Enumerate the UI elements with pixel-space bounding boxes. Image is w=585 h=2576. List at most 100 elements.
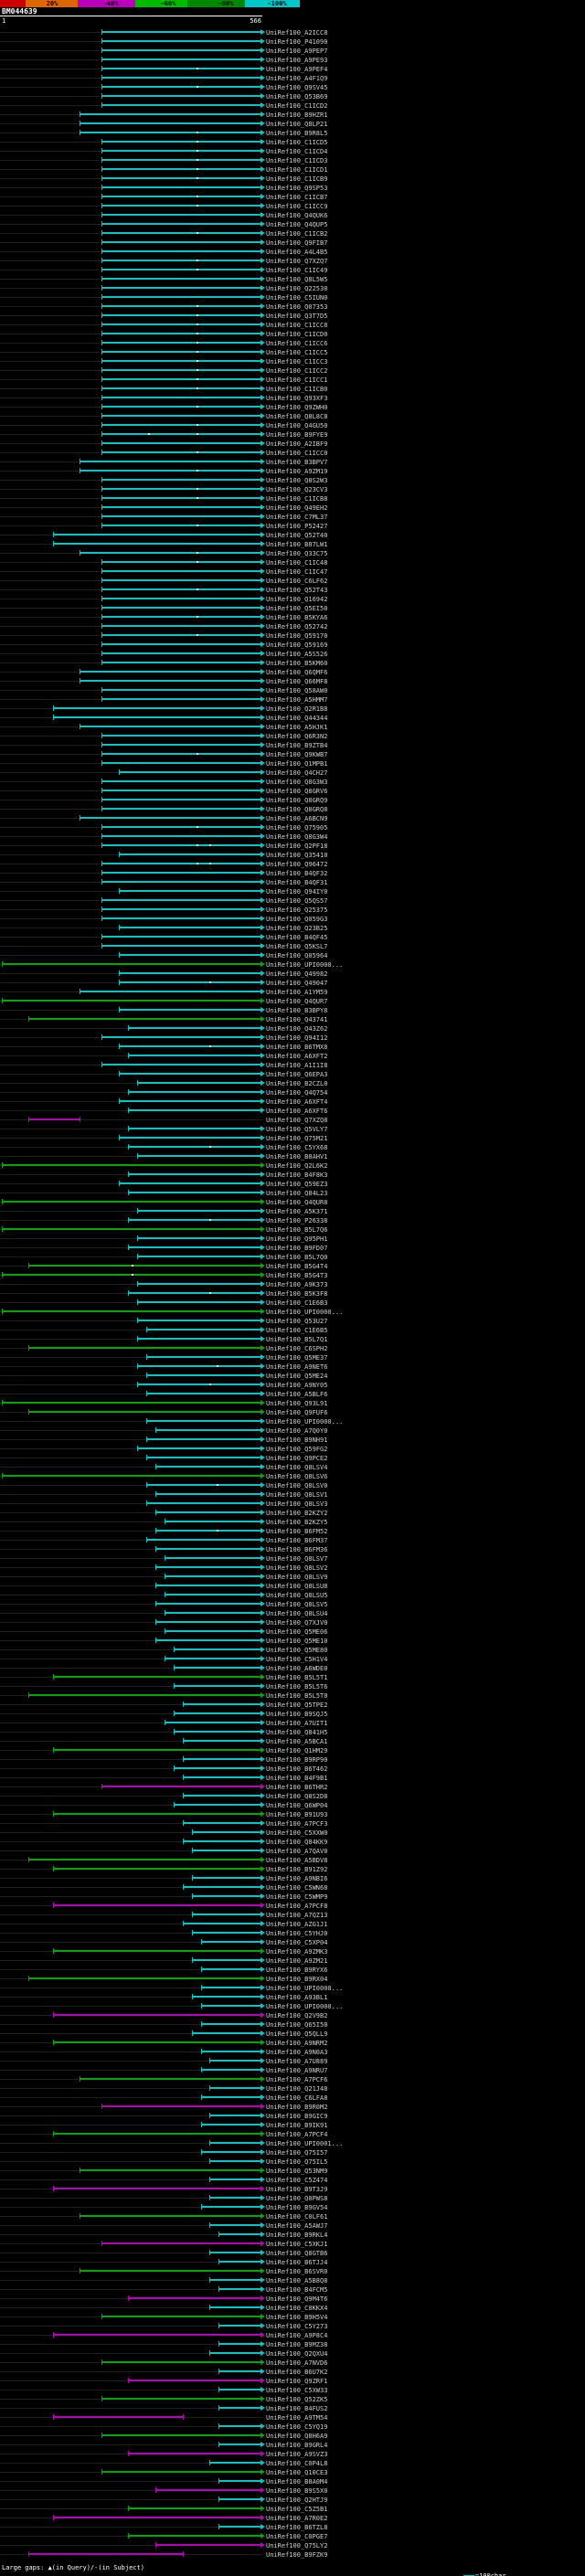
hit-bar[interactable]	[146, 1484, 261, 1486]
hit-label[interactable]: UniRef100_Q75IL5	[266, 2158, 328, 2166]
hit-bar[interactable]	[165, 1612, 261, 1614]
hit-bar[interactable]	[128, 1192, 261, 1193]
hit-label[interactable]: UniRef100_Q8LSV3	[266, 1500, 328, 1508]
hit-label[interactable]: UniRef100_Q5ME24	[266, 1373, 328, 1380]
hit-bar[interactable]	[101, 223, 261, 225]
hit-bar[interactable]	[137, 1082, 261, 1084]
hit-label[interactable]: UniRef100_Q0PWS8	[266, 2195, 328, 2202]
hit-bar[interactable]	[101, 415, 261, 417]
hit-label[interactable]: UniRef100_Q8LSV7	[266, 1555, 328, 1563]
hit-bar[interactable]	[53, 1749, 261, 1751]
hit-label[interactable]: UniRef100_B6SVR0	[266, 2268, 328, 2275]
hit-bar[interactable]	[101, 2316, 261, 2317]
hit-label[interactable]: UniRef100_B9RX04	[266, 1976, 328, 1983]
hit-label[interactable]: UniRef100_B6TMX8	[266, 1044, 328, 1051]
hit-label[interactable]: UniRef100_Q2HTJ9	[266, 2496, 328, 2504]
hit-label[interactable]: UniRef100_C0P4L8	[266, 2460, 328, 2467]
hit-label[interactable]: UniRef100_Q6R3N2	[266, 733, 328, 740]
hit-label[interactable]: UniRef100_Q49047	[266, 980, 328, 987]
hit-bar[interactable]	[137, 1283, 261, 1285]
hit-bar[interactable]	[101, 579, 261, 581]
hit-label[interactable]: UniRef100_Q2L6K2	[266, 1162, 328, 1170]
hit-label[interactable]: UniRef100_Q8GRQ8	[266, 806, 328, 813]
hit-label[interactable]: UniRef100_A7QAV0	[266, 1848, 328, 1855]
hit-label[interactable]: UniRef100_P26338	[266, 1217, 328, 1224]
hit-label[interactable]: UniRef100_C1ICD5	[266, 139, 328, 146]
hit-bar[interactable]	[2, 1310, 261, 1312]
hit-bar[interactable]	[146, 1502, 261, 1504]
hit-bar[interactable]	[2, 1475, 261, 1477]
hit-bar[interactable]	[191, 1932, 261, 1934]
hit-label[interactable]: UniRef100_C1ICC5	[266, 349, 328, 356]
hit-bar[interactable]	[218, 2325, 261, 2327]
hit-bar[interactable]	[101, 698, 261, 700]
hit-label[interactable]: UniRef100_Q53B69	[266, 93, 328, 101]
hit-label[interactable]: UniRef100_Q94IY0	[266, 888, 328, 896]
hit-label[interactable]: UniRef100_Q53NM9	[266, 2168, 328, 2175]
hit-bar[interactable]	[53, 543, 261, 545]
hit-bar[interactable]	[101, 826, 261, 828]
hit-bar[interactable]	[146, 1329, 261, 1330]
hit-label[interactable]: UniRef100_C1ICD3	[266, 157, 328, 164]
hit-label[interactable]: UniRef100_Q8LSU4	[266, 1610, 328, 1617]
hit-bar[interactable]	[182, 1795, 261, 1797]
hit-bar[interactable]	[101, 406, 261, 408]
hit-label[interactable]: UniRef100_C0KKX4	[266, 2305, 328, 2312]
hit-label[interactable]: UniRef100_A9K373	[266, 1281, 328, 1288]
hit-bar[interactable]	[209, 2462, 261, 2464]
hit-bar[interactable]	[53, 534, 261, 535]
hit-bar[interactable]	[101, 936, 261, 938]
hit-bar[interactable]	[101, 561, 261, 563]
hit-label[interactable]: UniRef100_B4QF45	[266, 934, 328, 941]
hit-bar[interactable]	[209, 2060, 261, 2062]
hit-bar[interactable]	[128, 1146, 261, 1148]
hit-label[interactable]: UniRef100_AZG1J1	[266, 1921, 328, 1928]
hit-label[interactable]: UniRef100_B9FD07	[266, 1245, 328, 1252]
hit-bar[interactable]	[101, 780, 261, 782]
hit-label[interactable]: UniRef100_C1E6B3	[266, 1299, 328, 1307]
hit-bar[interactable]	[119, 981, 261, 983]
hit-bar[interactable]	[101, 177, 261, 179]
hit-bar[interactable]	[101, 351, 261, 353]
hit-label[interactable]: UniRef100_A5BDV8	[266, 1857, 328, 1864]
hit-bar[interactable]	[101, 643, 261, 645]
hit-label[interactable]: UniRef100_Q9ZWH0	[266, 404, 328, 411]
hit-bar[interactable]	[101, 1036, 261, 1038]
hit-label[interactable]: UniRef100_Q7XZQ8	[266, 1117, 328, 1124]
hit-bar[interactable]	[182, 1703, 261, 1705]
hit-label[interactable]: UniRef100_Q5EI50	[266, 605, 328, 612]
hit-bar[interactable]	[101, 506, 261, 508]
hit-bar[interactable]	[101, 1786, 261, 1787]
hit-bar[interactable]	[101, 2398, 261, 2400]
hit-label[interactable]: UniRef100_B6FM52	[266, 1528, 328, 1535]
hit-label[interactable]: UniRef100_A5BCA1	[266, 1738, 328, 1745]
hit-label[interactable]: UniRef100_Q8S2W3	[266, 477, 328, 484]
hit-bar[interactable]	[79, 2215, 261, 2217]
hit-label[interactable]: UniRef100_Q6QMF6	[266, 669, 328, 676]
hit-label[interactable]: UniRef100_Q22530	[266, 285, 328, 292]
hit-label[interactable]: UniRef100_Q8LSV2	[266, 1564, 328, 1572]
hit-bar[interactable]	[137, 1237, 261, 1239]
hit-label[interactable]: UniRef100_Q52T40	[266, 532, 328, 539]
hit-label[interactable]: UniRef100_A7PCF4	[266, 2131, 328, 2138]
hit-label[interactable]: UniRef100_Q3T7D5	[266, 313, 328, 320]
hit-label[interactable]: UniRef100_Q7XZQ7	[266, 258, 328, 265]
hit-label[interactable]: UniRef100_Q1HM29	[266, 1747, 328, 1754]
hit-bar[interactable]	[101, 205, 261, 207]
hit-label[interactable]: UniRef100_B9GIC9	[266, 2113, 328, 2120]
hit-label[interactable]: UniRef100_Q5TPE2	[266, 1701, 328, 1709]
hit-label[interactable]: UniRef100_B9MZ38	[266, 2341, 328, 2348]
hit-label[interactable]: UniRef100_Q93L91	[266, 1400, 328, 1407]
hit-bar[interactable]	[101, 241, 261, 243]
hit-bar[interactable]	[218, 2370, 261, 2372]
hit-bar[interactable]	[53, 2014, 261, 2016]
hit-label[interactable]: UniRef100_Q8GTB6	[266, 2250, 328, 2257]
hit-label[interactable]: UniRef100_B4QF31	[266, 879, 328, 886]
hit-label[interactable]: UniRef100_A7PCF8	[266, 1903, 328, 1910]
hit-label[interactable]: UniRef100_A5HMM7	[266, 696, 328, 704]
hit-bar[interactable]	[218, 2407, 261, 2409]
hit-label[interactable]: UniRef100_Q8LSV5	[266, 1601, 328, 1608]
hit-label[interactable]: UniRef100_Q4QUP5	[266, 221, 328, 228]
hit-label[interactable]: UniRef100_Q8L5W5	[266, 276, 328, 283]
hit-bar[interactable]	[28, 1977, 261, 1979]
